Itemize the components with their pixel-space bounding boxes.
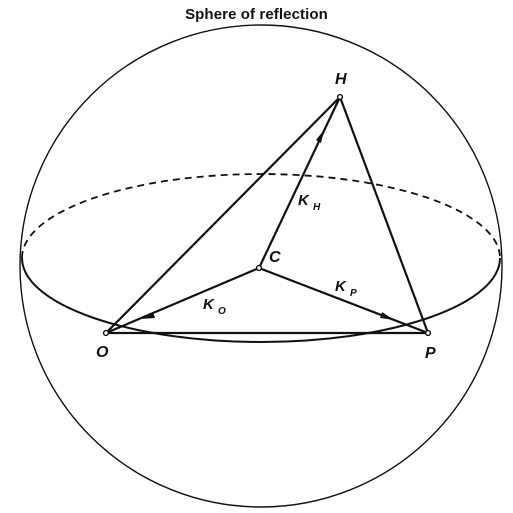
vector-k-p — [258, 266, 429, 335]
label-k-o-sub: O — [218, 306, 226, 317]
label-k-o-main: K — [203, 296, 215, 313]
arrowhead-k-p — [380, 312, 394, 320]
label-p: P — [425, 345, 436, 362]
arrowhead-k-o — [140, 312, 155, 319]
label-k-h-main: K — [298, 192, 310, 209]
equator-back-dashed — [21, 173, 501, 259]
vector-k-o — [105, 266, 260, 335]
point-p-marker — [424, 329, 432, 337]
label-c: C — [269, 249, 281, 266]
equator-front — [21, 257, 501, 343]
label-k-p: K P — [335, 278, 357, 299]
edge-o-h — [105, 96, 341, 334]
label-o: O — [96, 344, 109, 361]
point-h-marker — [336, 93, 344, 101]
label-k-h-sub: H — [313, 202, 321, 213]
edge-h-p — [338, 96, 430, 334]
point-c-marker — [255, 264, 263, 272]
diagram-title: Sphere of reflection — [185, 6, 328, 23]
arrowhead-k-h — [316, 130, 324, 143]
label-k-p-sub: P — [350, 288, 357, 299]
label-k-o: K O — [203, 296, 226, 317]
label-k-p-main: K — [335, 278, 347, 295]
sphere-outline — [19, 24, 503, 508]
vector-k-h — [258, 96, 341, 269]
label-h: H — [335, 71, 347, 88]
label-k-h: K H — [298, 192, 321, 213]
point-o-marker — [102, 329, 110, 337]
